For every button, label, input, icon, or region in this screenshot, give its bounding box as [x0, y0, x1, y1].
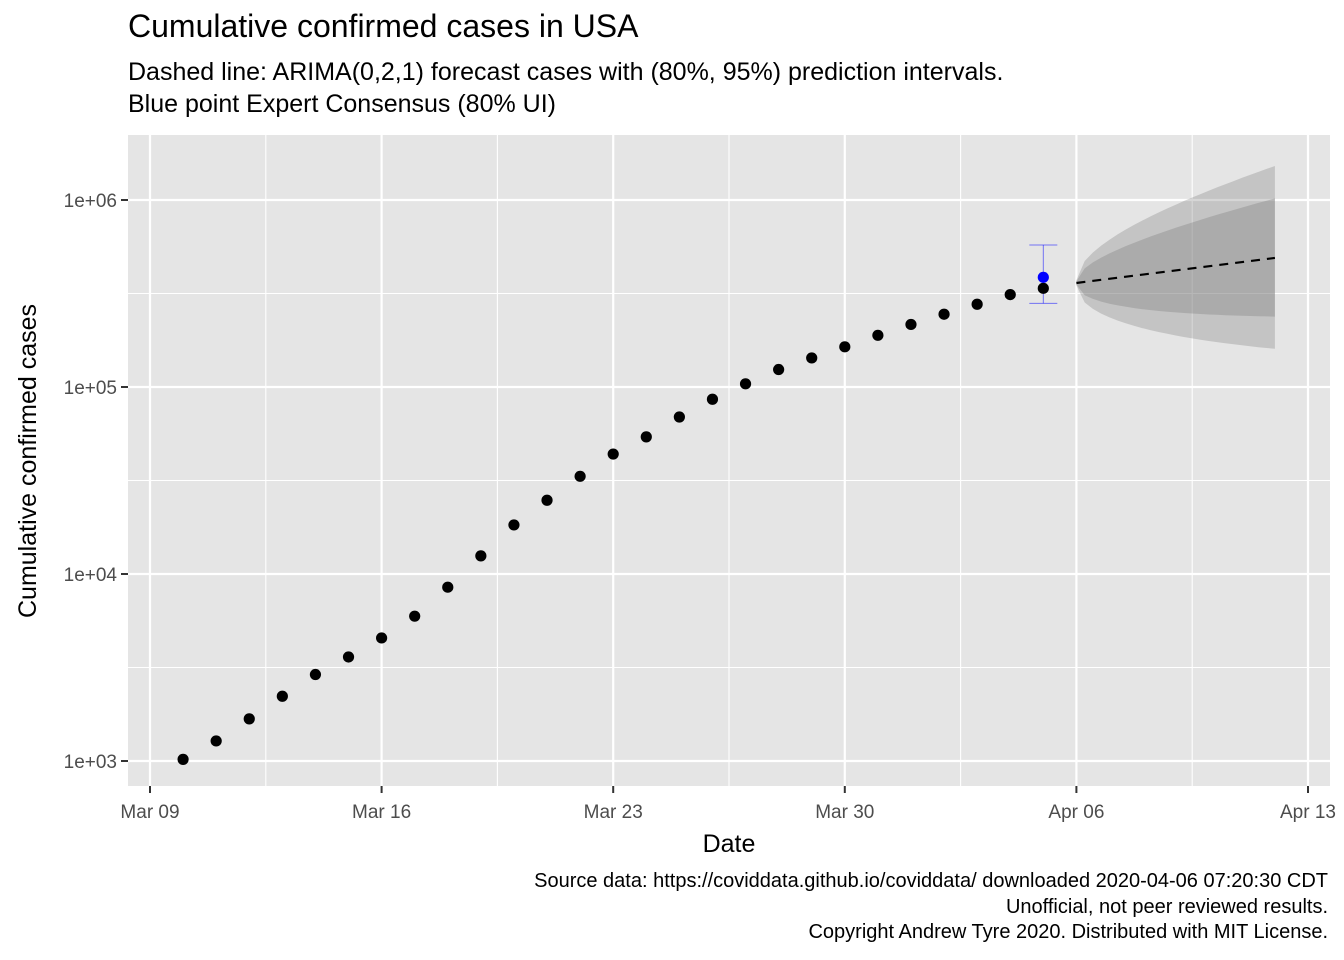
data-point-observed — [342, 651, 355, 663]
data-point-observed — [541, 494, 553, 506]
data-point-observed — [475, 550, 487, 562]
data-point-observed — [905, 318, 917, 331]
data-point-observed — [309, 668, 322, 681]
x-tick-label: Apr 06 — [1048, 802, 1104, 823]
data-point-observed — [210, 735, 222, 747]
data-point-observed — [1037, 282, 1049, 294]
data-point-observed — [276, 690, 288, 702]
x-tick-labels: Mar 09 Mar 16 Mar 23 Mar 30 Apr 06 Apr 13 — [120, 802, 1336, 823]
grid-minor — [128, 135, 1330, 786]
data-point-observed — [673, 411, 685, 423]
data-point-observed — [1004, 288, 1016, 301]
chart-subtitle-line-2: Blue point Expert Consensus (80% UI) — [128, 90, 556, 118]
axis-ticks — [121, 199, 1309, 793]
data-point-observed — [376, 632, 388, 644]
x-tick-label: Mar 16 — [352, 802, 411, 823]
data-point-observed — [177, 753, 189, 765]
x-tick-label: Mar 09 — [120, 802, 179, 823]
x-tick-label: Mar 23 — [584, 802, 643, 823]
y-axis-title: Cumulative confirmed cases — [14, 304, 42, 618]
data-point-observed — [971, 298, 983, 310]
chart-subtitle-line-1: Dashed line: ARIMA(0,2,1) forecast cases… — [128, 58, 1004, 86]
y-tick-label: 1e+06 — [64, 191, 117, 212]
forecast-line-group — [1076, 256, 1276, 285]
data-point-observed — [806, 352, 818, 364]
forecast-line — [1076, 256, 1276, 285]
x-tick-label: Mar 30 — [815, 802, 874, 823]
data-point-observed — [706, 393, 719, 405]
chart-title: Cumulative confirmed cases in USA — [128, 8, 639, 44]
data-point-observed — [243, 713, 255, 725]
y-tick-label: 1e+04 — [64, 565, 118, 586]
caption-source: Source data: https://coviddata.github.io… — [534, 870, 1328, 892]
data-point-observed — [409, 610, 421, 622]
data-point-observed — [773, 363, 785, 376]
x-tick-label: Apr 13 — [1280, 802, 1336, 823]
caption-disclaimer: Unofficial, not peer reviewed results. — [1005, 896, 1328, 918]
data-point-observed — [574, 470, 586, 482]
data-point-observed — [508, 519, 520, 531]
data-point-observed — [607, 448, 619, 460]
y-tick-label: 1e+03 — [64, 752, 117, 773]
data-point-observed — [640, 431, 652, 443]
forecast-band-95 — [1076, 166, 1275, 349]
y-tick-labels: 1e+03 1e+04 1e+05 1e+06 — [64, 191, 118, 773]
data-point-observed — [938, 308, 950, 320]
observed-points — [177, 271, 1049, 765]
data-point-expert-consensus — [1037, 271, 1049, 283]
caption-copyright: Copyright Andrew Tyre 2020. Distributed … — [808, 921, 1328, 943]
data-point-observed — [872, 329, 884, 341]
data-point-observed — [839, 341, 851, 353]
x-axis-title: Date — [703, 830, 756, 858]
grid-major — [128, 135, 1330, 786]
y-tick-label: 1e+05 — [64, 378, 117, 399]
data-point-observed — [739, 378, 752, 390]
data-point-observed — [442, 581, 454, 593]
forecast-bands — [1076, 166, 1275, 349]
forecast-band-80 — [1076, 198, 1275, 317]
